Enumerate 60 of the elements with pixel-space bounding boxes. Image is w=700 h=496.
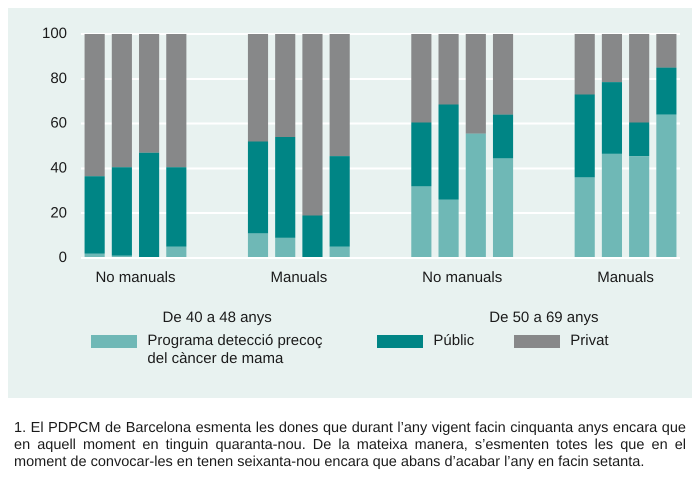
bar: [248, 34, 268, 142]
bar: [302, 34, 323, 216]
bar: [492, 34, 514, 115]
bar: [656, 34, 676, 68]
y-tick-label: 100: [42, 25, 68, 42]
bar: [466, 34, 486, 134]
bar: [166, 34, 186, 168]
bar: [411, 186, 432, 257]
y-tick-label: 80: [50, 70, 68, 87]
bar: [466, 134, 486, 257]
bar: [166, 167, 186, 247]
bar: [139, 152, 160, 257]
bar: [438, 104, 459, 200]
bar: [330, 34, 350, 156]
bar: [656, 114, 676, 257]
bar: [656, 68, 676, 115]
bar: [602, 34, 622, 82]
y-tick-label: 60: [50, 114, 68, 132]
text: No manuals: [422, 269, 502, 286]
bar: [438, 34, 459, 105]
bar: [84, 34, 105, 176]
text: De 40 a 48 anys: [162, 309, 272, 326]
text: De 50 a 69 anys: [489, 309, 598, 326]
legend-label: Programa detecció precoç del càncer de mama: [147, 332, 324, 368]
y-tick-label: 0: [58, 249, 68, 266]
text: Manuals: [270, 269, 328, 286]
bar: [248, 142, 268, 234]
bar: [492, 114, 514, 158]
bar: [330, 246, 350, 257]
text: Manuals: [597, 269, 654, 286]
bar: [411, 34, 432, 122]
bar: [84, 176, 105, 254]
bar: [275, 34, 296, 138]
text: No manuals: [95, 269, 176, 286]
bar: [629, 156, 650, 257]
bar: [411, 122, 432, 186]
bar: [602, 82, 622, 154]
y-tick-label: 20: [50, 204, 68, 222]
bar: [275, 137, 296, 238]
bar: [629, 122, 650, 156]
bar: [112, 167, 132, 256]
y-tick-label: 40: [50, 160, 68, 177]
text: 1. El PDPCM de Barcelona esmenta les dones que durant l’any vigent facin cinquanta anys encara que en aquell moment en tinguin quaranta-nou. De la mateixa manera, s’esmenten totes les que en el moment de convocar-les en tenen seixanta-nou encara que abans d’acabar l’any en facin setanta.: [14, 420, 686, 471]
legend-label: Privat: [570, 332, 609, 350]
bar: [602, 154, 622, 257]
legend-label: Públic: [433, 332, 474, 350]
bar: [275, 238, 296, 257]
bar: [492, 158, 514, 257]
bar: [629, 34, 650, 122]
bar: [438, 200, 459, 257]
bar: [302, 215, 323, 257]
bar: [139, 34, 160, 153]
bar: [574, 177, 595, 257]
bar: [330, 156, 350, 247]
bar: [112, 34, 132, 168]
bar: [248, 233, 268, 257]
bar: [166, 246, 186, 257]
bar: [574, 34, 595, 94]
bar: [84, 254, 105, 257]
bar: [574, 94, 595, 178]
